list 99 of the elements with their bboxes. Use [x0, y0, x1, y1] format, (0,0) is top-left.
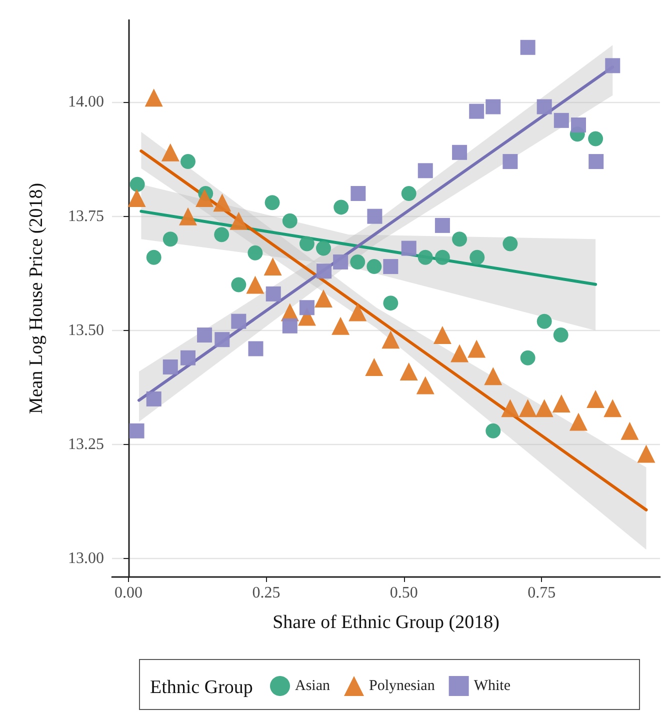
point: [400, 362, 418, 381]
point: [282, 213, 298, 228]
point: [418, 163, 433, 178]
y-tick-label: 14.00: [68, 94, 104, 111]
point: [416, 376, 434, 394]
point: [213, 194, 232, 212]
y-axis-title: Mean Log House Price (2018): [26, 182, 47, 414]
legend-label: White: [474, 678, 511, 694]
point: [299, 236, 314, 252]
point: [518, 399, 537, 418]
point: [231, 277, 246, 292]
point: [637, 444, 656, 463]
point: [450, 344, 469, 362]
point: [180, 154, 196, 170]
legend-label: Polynesian: [368, 678, 436, 694]
point: [418, 250, 433, 265]
x-tick-label: 0.75: [528, 584, 556, 602]
point: [214, 332, 230, 348]
point: [520, 40, 536, 55]
point: [536, 314, 552, 329]
point: [332, 316, 350, 335]
point: [264, 258, 282, 276]
point: [383, 259, 398, 274]
legend-label: Asian: [295, 678, 330, 694]
point: [433, 326, 452, 344]
point: [605, 58, 620, 74]
point: [486, 99, 501, 114]
point: [604, 399, 622, 418]
x-tick-label: 0.50: [390, 584, 418, 602]
point: [128, 189, 146, 208]
point: [468, 340, 486, 358]
point: [382, 330, 400, 349]
point: [484, 367, 502, 386]
y-tick-label: 13.00: [68, 550, 104, 568]
point: [161, 143, 180, 162]
point: [552, 394, 570, 413]
point: [334, 200, 349, 215]
x-tick-label: 0.00: [114, 584, 143, 602]
point: [469, 104, 484, 119]
legend-title: Ethnic Group: [150, 677, 253, 698]
point: [333, 254, 348, 270]
point: [470, 250, 485, 265]
point: [246, 276, 264, 294]
point: [569, 412, 588, 431]
point: [144, 88, 163, 107]
point: [350, 186, 366, 201]
point: [266, 286, 281, 302]
point: [264, 195, 280, 210]
point: [401, 186, 416, 201]
point: [502, 236, 518, 252]
point: [486, 423, 501, 438]
y-tick-label: 13.50: [68, 322, 104, 339]
point: [282, 318, 298, 334]
point: [588, 154, 604, 170]
point: [248, 341, 264, 356]
point: [501, 399, 520, 418]
point: [299, 300, 314, 316]
point: [502, 154, 518, 170]
point: [434, 218, 450, 233]
point: [196, 189, 214, 208]
point: [535, 399, 554, 418]
point: [248, 245, 263, 260]
point: [365, 358, 384, 376]
x-axis-title: Share of Ethnic Group (2018): [272, 612, 500, 633]
point: [570, 118, 586, 133]
point: [366, 259, 382, 274]
point: [316, 240, 331, 256]
point: [520, 350, 536, 366]
point: [588, 131, 604, 146]
point: [314, 290, 332, 308]
point: [586, 390, 605, 408]
point: [129, 423, 144, 438]
y-tick-label: 13.75: [68, 208, 104, 225]
y-tick-label: 13.25: [68, 436, 104, 454]
point: [146, 391, 162, 406]
point: [180, 350, 196, 366]
point: [554, 112, 569, 128]
point: [383, 296, 398, 311]
point: [316, 264, 332, 279]
point: [434, 250, 450, 265]
point: [197, 328, 212, 343]
point: [162, 232, 178, 247]
point: [452, 232, 468, 247]
point: [350, 254, 366, 270]
point: [179, 207, 198, 226]
point: [367, 208, 382, 224]
point: [146, 250, 162, 265]
x-tick-label: 0.25: [252, 584, 280, 602]
point: [130, 176, 145, 192]
point: [231, 314, 246, 329]
point: [536, 99, 552, 114]
point: [620, 422, 639, 440]
point: [452, 144, 468, 160]
point: [553, 328, 568, 343]
point: [348, 303, 367, 322]
point: [214, 227, 230, 242]
point: [401, 240, 416, 256]
point: [230, 212, 248, 230]
point: [162, 359, 178, 374]
